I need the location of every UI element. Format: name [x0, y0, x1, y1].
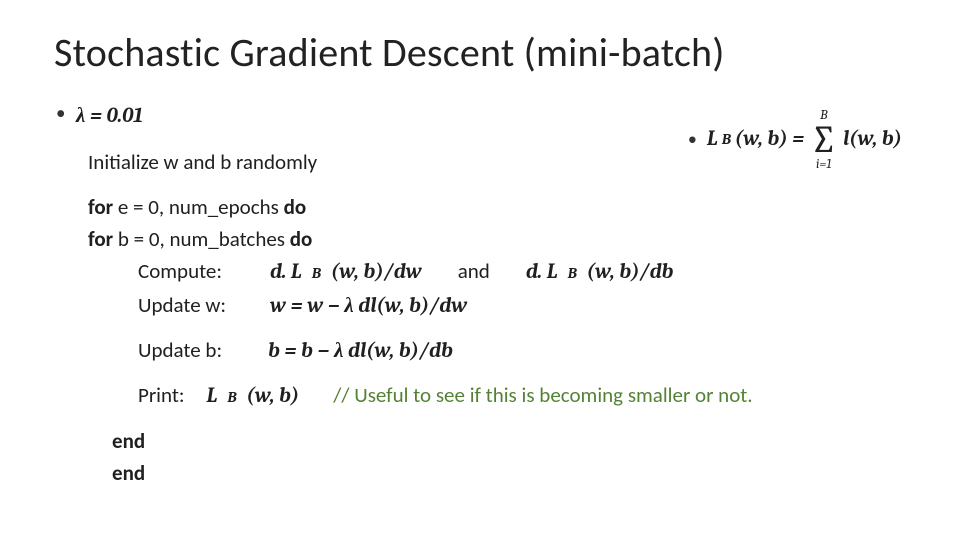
end-1: end — [112, 427, 906, 455]
do-kw-1: do — [284, 194, 307, 220]
print-expr-sub: B — [227, 387, 236, 407]
print-line: Print: LB (w, b) // Useful to see if this… — [138, 381, 906, 410]
compute-expr2-tail: (w, b)/db — [587, 258, 674, 286]
loss-rhs: l(w, b) — [843, 129, 902, 150]
compute-expr1-d: d. L — [270, 258, 302, 286]
update-w-expr: w = w − λ dl(w, b)/dw — [270, 292, 467, 320]
for-batches: for b = 0, num_batches do — [88, 225, 906, 253]
slide-root: Stochastic Gradient Descent (mini-batch)… — [0, 0, 960, 540]
sigma-icon: B ∑ i=1 — [810, 108, 837, 171]
compute-line: Compute: d. L B (w, b)/dw and d. L B (w, b)/… — [138, 257, 906, 286]
compute-expr2-sub: B — [568, 263, 577, 283]
update-b-expr: b = b − λ dl(w, b)/db — [268, 337, 453, 365]
sigma-bottom: i=1 — [816, 158, 831, 171]
slide-title: Stochastic Gradient Descent (mini-batch) — [54, 28, 906, 77]
bullet-icon: • — [688, 130, 697, 148]
compute-label: Compute: — [138, 257, 222, 285]
for1-mid: e = 0, num_epochs — [113, 194, 284, 220]
lambda-expr: λ = 0.01 — [76, 104, 143, 128]
update-b-line: Update b: b = b − λ dl(w, b)/db — [138, 336, 906, 365]
print-label: Print: — [138, 381, 184, 409]
print-comment: // Useful to see if this is becoming sma… — [333, 381, 752, 409]
do-kw-2: do — [290, 226, 313, 252]
update-w-label: Update w: — [138, 291, 226, 319]
end-2: end — [112, 459, 906, 487]
sigma-symbol: ∑ — [810, 121, 837, 159]
for2-mid: b = 0, num_batches — [113, 226, 290, 252]
loss-args: (w, b) = — [735, 129, 804, 150]
loss-definition: • LB (w, b) = B ∑ i=1 l(w, b) — [688, 108, 902, 171]
compute-expr2-d: d. L — [526, 258, 558, 286]
compute-expr1-tail: (w, b)/dw — [331, 258, 422, 286]
compute-expr1-sub: B — [312, 263, 321, 283]
and-word: and — [458, 257, 490, 285]
update-w-line: Update w: w = w − λ dl(w, b)/dw — [138, 291, 906, 320]
print-expr-l: L — [206, 382, 217, 410]
loss-L-sub: B — [722, 132, 731, 147]
for-epochs: for e = 0, num_epochs do — [88, 193, 906, 221]
print-expr-tail: (w, b) — [247, 382, 300, 410]
for-kw-1: for — [88, 194, 113, 220]
for-kw-2: for — [88, 226, 113, 252]
update-b-label: Update b: — [138, 336, 222, 364]
loss-L: L — [707, 129, 718, 150]
